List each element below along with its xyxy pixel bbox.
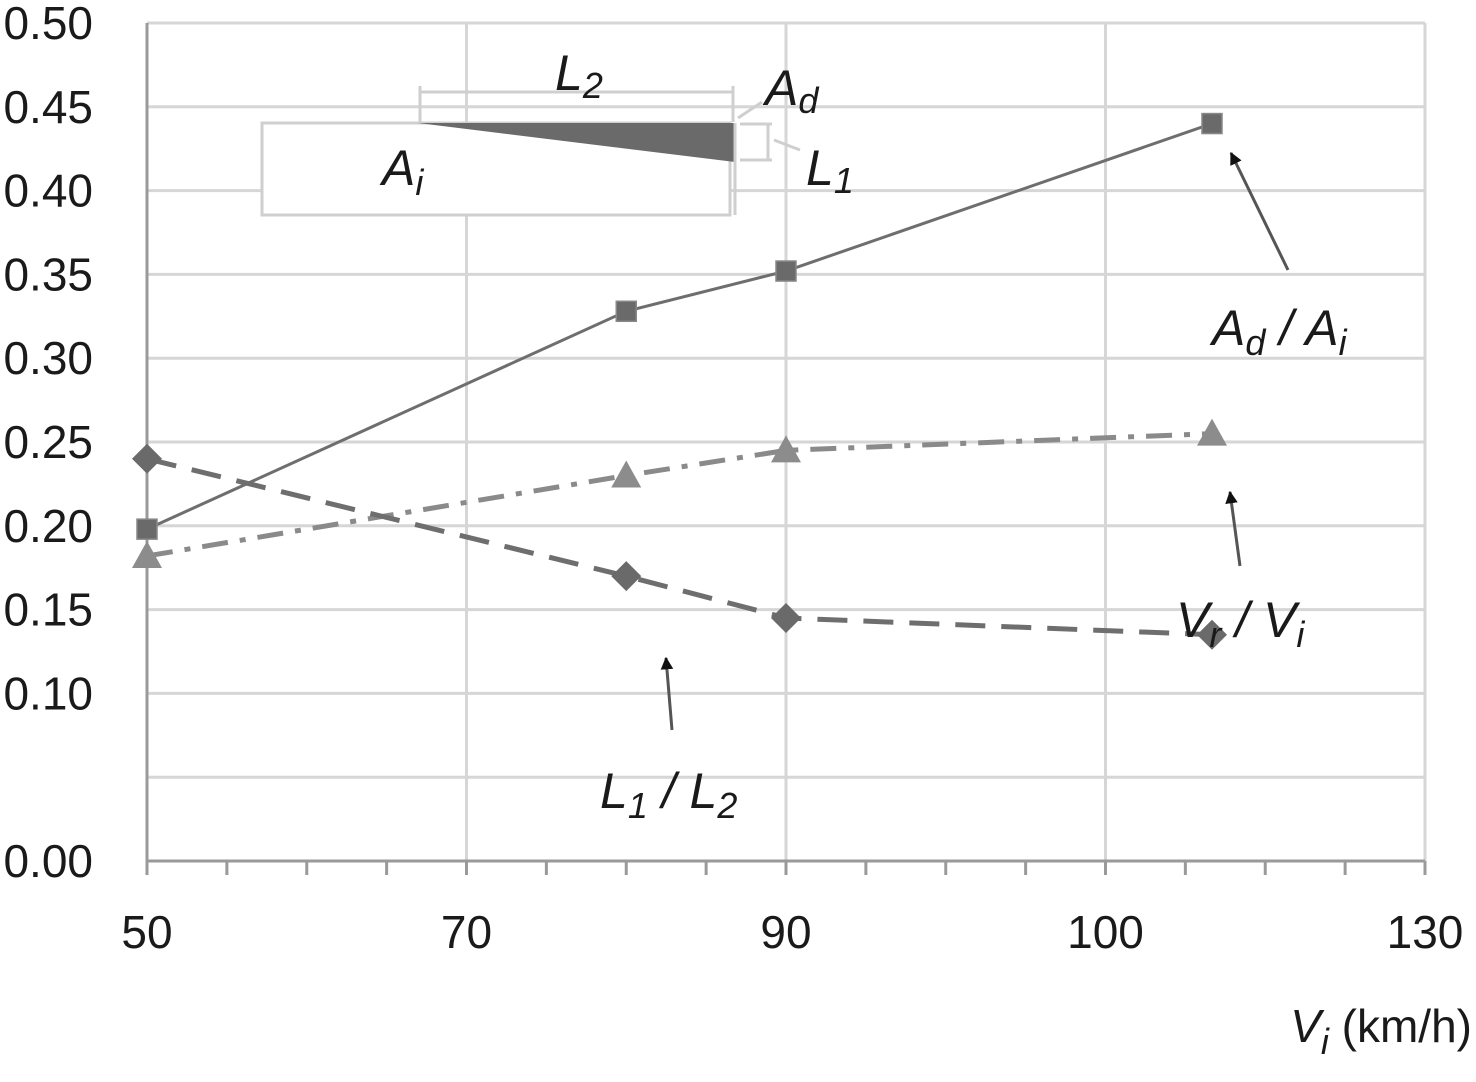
triangle-marker <box>132 540 162 568</box>
y-tick-label: 0.10 <box>3 667 93 719</box>
inset-ad-label: Ad <box>762 60 819 121</box>
diamond-marker <box>132 443 162 474</box>
square-marker <box>1201 112 1223 135</box>
series-0 <box>136 112 1223 540</box>
y-tick-label: 0.15 <box>3 584 93 636</box>
vr-vi-arrow <box>1225 490 1242 567</box>
x-axis-label: Vi (km/h) <box>1290 1000 1472 1062</box>
y-tick-label: 0.40 <box>3 165 93 217</box>
ad-ai-arrow <box>1229 151 1290 271</box>
x-tick-label: 130 <box>1387 906 1464 958</box>
y-tick-label: 0.50 <box>3 0 93 49</box>
series-layer <box>132 112 1227 650</box>
y-axis-tick-labels: 0.00 0.10 0.15 0.20 0.25 0.30 0.35 0.40 0.45 0.50 <box>3 0 93 887</box>
y-tick-label: 0.45 <box>3 81 93 133</box>
inset-ai-label: Ai <box>379 140 424 203</box>
square-marker <box>775 260 797 282</box>
y-tick-label: 0.35 <box>3 248 93 300</box>
series-2 <box>132 443 1227 650</box>
series-line <box>146 122 1213 531</box>
inset-l1-leader <box>773 138 801 152</box>
diamond-marker <box>771 602 801 633</box>
x-tick-label: 90 <box>760 906 811 958</box>
square-marker <box>136 518 158 540</box>
inset-damage-area <box>418 123 735 162</box>
inset-ad-leader <box>737 100 763 120</box>
y-tick-label: 0.20 <box>3 500 93 552</box>
series-line <box>146 456 1213 638</box>
inset-l1-label: L1 <box>806 140 854 201</box>
x-axis-tick-labels: 50 70 90 100 130 <box>121 906 1463 958</box>
l1-l2-arrow <box>660 656 674 731</box>
inset-l2-label: L2 <box>555 45 603 106</box>
y-tick-label: 0.30 <box>3 332 93 384</box>
diamond-marker <box>611 561 642 592</box>
y-tick-label: 0.25 <box>3 416 93 468</box>
y-tick-label: 0.00 <box>3 835 93 887</box>
ad-ai-annotation: Ad / Ai <box>1209 300 1348 363</box>
x-tick-label: 70 <box>441 906 492 958</box>
triangle-marker <box>771 435 801 463</box>
l1-l2-annotation: L1 / L2 <box>600 763 737 826</box>
vr-vi-annotation: Vr / Vi <box>1176 592 1305 655</box>
series-line <box>146 431 1213 559</box>
series-annotations: Ad / Ai Vr / Vi L1 / L2 <box>600 151 1348 826</box>
diamond-marker <box>1197 619 1227 650</box>
x-tick-label: 50 <box>121 906 172 958</box>
x-tick-label: 100 <box>1067 906 1144 958</box>
triangle-marker <box>611 460 642 488</box>
axes <box>145 23 1427 875</box>
square-marker <box>615 300 637 323</box>
inset-diagram: L2 Ad Ai L1 <box>260 45 854 217</box>
triangle-marker <box>1197 418 1227 446</box>
